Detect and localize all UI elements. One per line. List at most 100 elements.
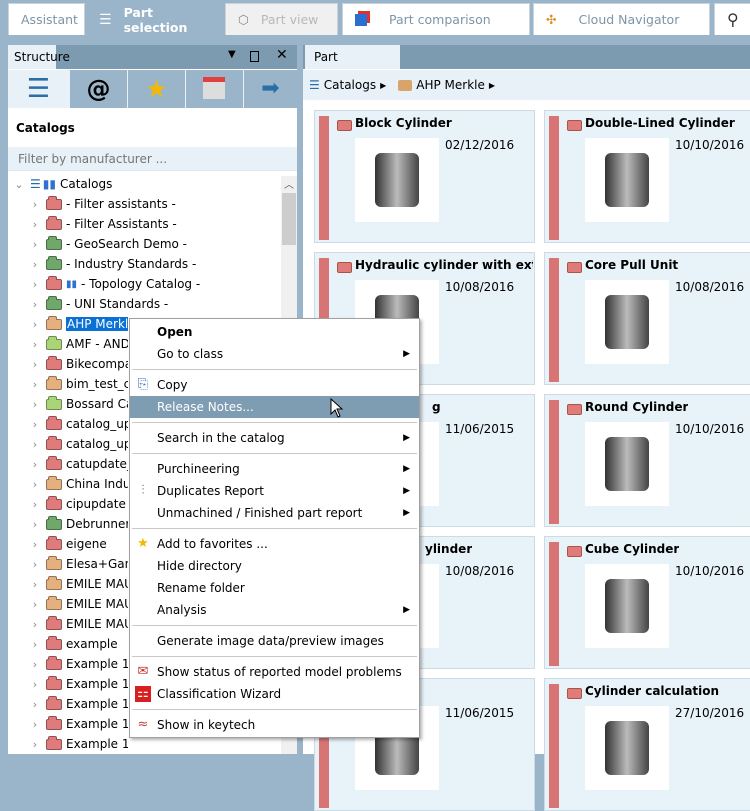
chevron-right-icon[interactable]: › — [32, 557, 38, 571]
tree-item[interactable]: › EMILE MAUR — [8, 594, 128, 614]
star-icon[interactable]: ★ — [128, 70, 185, 108]
tree-item[interactable]: › ▮▮ - Topology Catalog - — [8, 274, 200, 294]
chevron-right-icon[interactable]: › — [32, 237, 38, 251]
catalogs-icon[interactable]: ☰ — [8, 70, 69, 108]
part-card[interactable]: Cylinder calculation 27/10/2016 — [544, 678, 750, 811]
menu-item[interactable]: Analysis ▶ — [130, 599, 419, 621]
maximize-icon[interactable] — [250, 51, 259, 62]
menu-item[interactable]: Go to class ▶ — [130, 343, 419, 365]
menu-item[interactable]: Release Notes... — [130, 396, 419, 418]
chevron-right-icon[interactable]: › — [32, 257, 38, 271]
tree-item[interactable]: › example — [8, 634, 118, 654]
menu-item[interactable]: ⎘ Copy — [130, 374, 419, 396]
chevron-right-icon[interactable]: › — [32, 537, 38, 551]
tab-part-selection[interactable]: ☰ Part selection — [86, 3, 222, 35]
menu-item[interactable]: Hide directory — [130, 555, 419, 577]
tree-item[interactable]: › China Indust — [8, 474, 128, 494]
chevron-right-icon[interactable]: › — [32, 737, 38, 751]
menu-item[interactable]: Purchineering ▶ — [130, 458, 419, 480]
chevron-right-icon[interactable]: ▶ — [488, 80, 496, 90]
chevron-right-icon[interactable]: › — [32, 717, 38, 731]
calendar-icon[interactable] — [186, 70, 243, 108]
chevron-right-icon[interactable]: › — [32, 677, 38, 691]
tree-item[interactable]: › - Industry Standards - — [8, 254, 196, 274]
part-card[interactable]: Core Pull Unit 10/08/2016 — [544, 252, 750, 385]
chevron-right-icon[interactable]: › — [32, 197, 38, 211]
export-icon[interactable]: ➡ — [244, 70, 297, 108]
tree-item[interactable]: › catalog_upd — [8, 414, 128, 434]
chevron-right-icon[interactable]: › — [32, 657, 38, 671]
chevron-right-icon[interactable]: › — [32, 397, 38, 411]
chevron-down-icon[interactable]: ⌄ — [14, 177, 24, 191]
tree-item[interactable]: › Example 124 — [8, 674, 128, 694]
menu-item[interactable]: Search in the catalog ▶ — [130, 427, 419, 449]
menu-item[interactable]: Rename folder — [130, 577, 419, 599]
tab-part-view[interactable]: ⬡ Part view — [225, 3, 338, 35]
chevron-right-icon[interactable]: › — [32, 517, 38, 531]
scrollbar-thumb[interactable] — [282, 193, 296, 245]
tree-item[interactable]: › EMILE MAUR — [8, 574, 128, 594]
chevron-right-icon[interactable]: › — [32, 277, 38, 291]
menu-item[interactable]: ★ Add to favorites ... — [130, 533, 419, 555]
part-card[interactable]: Double-Lined Cylinder 10/10/2016 — [544, 110, 750, 243]
tree-item[interactable]: › Example 126 — [8, 714, 128, 734]
chevron-right-icon[interactable]: › — [32, 577, 38, 591]
chevron-right-icon[interactable]: › — [32, 297, 38, 311]
menu-item[interactable]: ⚏ Classification Wizard — [130, 683, 419, 705]
chevron-right-icon[interactable]: › — [32, 337, 38, 351]
chevron-right-icon[interactable]: › — [32, 437, 38, 451]
tree-item[interactable]: › - Filter assistants - — [8, 194, 176, 214]
tree-item[interactable]: ⌄ ☰ ▮▮ Catalogs — [8, 176, 112, 194]
tree-item[interactable]: › - GeoSearch Demo - — [8, 234, 187, 254]
tab-assistant[interactable]: Assistant — [8, 3, 85, 35]
at-icon[interactable]: @ — [70, 70, 127, 108]
menu-item[interactable]: ≈ Show in keytech — [130, 714, 419, 736]
chevron-right-icon[interactable]: › — [32, 697, 38, 711]
tree-item[interactable]: › - Filter Assistants - — [8, 214, 177, 234]
chevron-right-icon[interactable]: › — [32, 597, 38, 611]
menu-item[interactable]: Generate image data/preview images — [130, 630, 419, 652]
menu-item[interactable]: Unmachined / Finished part report ▶ — [130, 502, 419, 524]
tree-item[interactable]: › EMILE MAUR — [8, 614, 128, 634]
chevron-right-icon[interactable]: › — [32, 477, 38, 491]
tree-item[interactable]: › bim_test_cad — [8, 374, 128, 394]
breadcrumb-ahp-merkle[interactable]: AHP Merkle — [416, 78, 485, 92]
tab-part-comparison[interactable]: Part comparison — [342, 3, 530, 35]
tree-item[interactable]: › Example 127 — [8, 734, 128, 754]
dropdown-icon[interactable]: ▼ — [228, 49, 236, 60]
chevron-right-icon[interactable]: › — [32, 497, 38, 511]
scroll-up-icon[interactable]: ︿ — [284, 180, 294, 191]
chevron-right-icon[interactable]: › — [32, 617, 38, 631]
tree-item[interactable]: › cipupdate — [8, 494, 126, 514]
filter-manufacturer-input[interactable] — [8, 147, 297, 171]
tree-item[interactable]: › catupdate_te — [8, 454, 128, 474]
tree-item[interactable]: › catalog_upd — [8, 434, 128, 454]
chevron-right-icon[interactable]: › — [32, 317, 38, 331]
menu-item[interactable]: ✉ Show status of reported model problems — [130, 661, 419, 683]
tree-item[interactable]: › eigene — [8, 534, 107, 554]
chevron-right-icon[interactable]: ▶ — [380, 80, 387, 90]
tree-item[interactable]: › AHP Merkle — [8, 314, 128, 334]
chevron-right-icon[interactable]: › — [32, 357, 38, 371]
breadcrumb-catalogs[interactable]: Catalogs — [323, 78, 377, 92]
part-card[interactable]: Block Cylinder 02/12/2016 — [314, 110, 535, 243]
chevron-right-icon[interactable]: › — [32, 637, 38, 651]
tree-item[interactable]: › - UNI Standards - — [8, 294, 168, 314]
tree-item[interactable]: › AMF - ANDR — [8, 334, 128, 354]
part-card[interactable]: Round Cylinder 10/10/2016 — [544, 394, 750, 527]
menu-item[interactable]: ⫶ Duplicates Report ▶ — [130, 480, 419, 502]
tree-item[interactable]: › Bikecompan — [8, 354, 128, 374]
close-icon[interactable]: ✕ — [276, 47, 288, 63]
tree-item[interactable]: › Example 123 — [8, 654, 128, 674]
tab-cloud-navigator[interactable]: ✣ Cloud Navigator — [533, 3, 710, 35]
tree-item[interactable]: › Elesa+Gante — [8, 554, 128, 574]
tree-item[interactable]: › Debrunner A — [8, 514, 128, 534]
tree-item[interactable]: › Bossard Cata — [8, 394, 128, 414]
tab-search[interactable]: ⚲ — [714, 3, 750, 35]
part-card[interactable]: Cube Cylinder 10/10/2016 — [544, 536, 750, 669]
chevron-right-icon[interactable]: › — [32, 417, 38, 431]
chevron-right-icon[interactable]: › — [32, 377, 38, 391]
menu-item[interactable]: Open — [130, 321, 419, 343]
chevron-right-icon[interactable]: › — [32, 457, 38, 471]
tree-item[interactable]: › Example 125 — [8, 694, 128, 714]
